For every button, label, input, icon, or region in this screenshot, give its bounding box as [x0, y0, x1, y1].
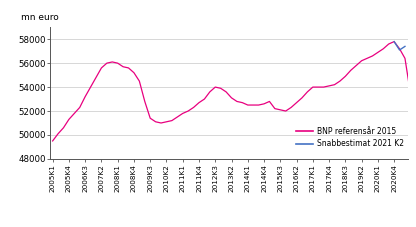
Text: mn euro: mn euro — [21, 13, 59, 22]
Legend: BNP referensår 2015, Snabbestimat 2021 K2: BNP referensår 2015, Snabbestimat 2021 K… — [296, 127, 404, 148]
